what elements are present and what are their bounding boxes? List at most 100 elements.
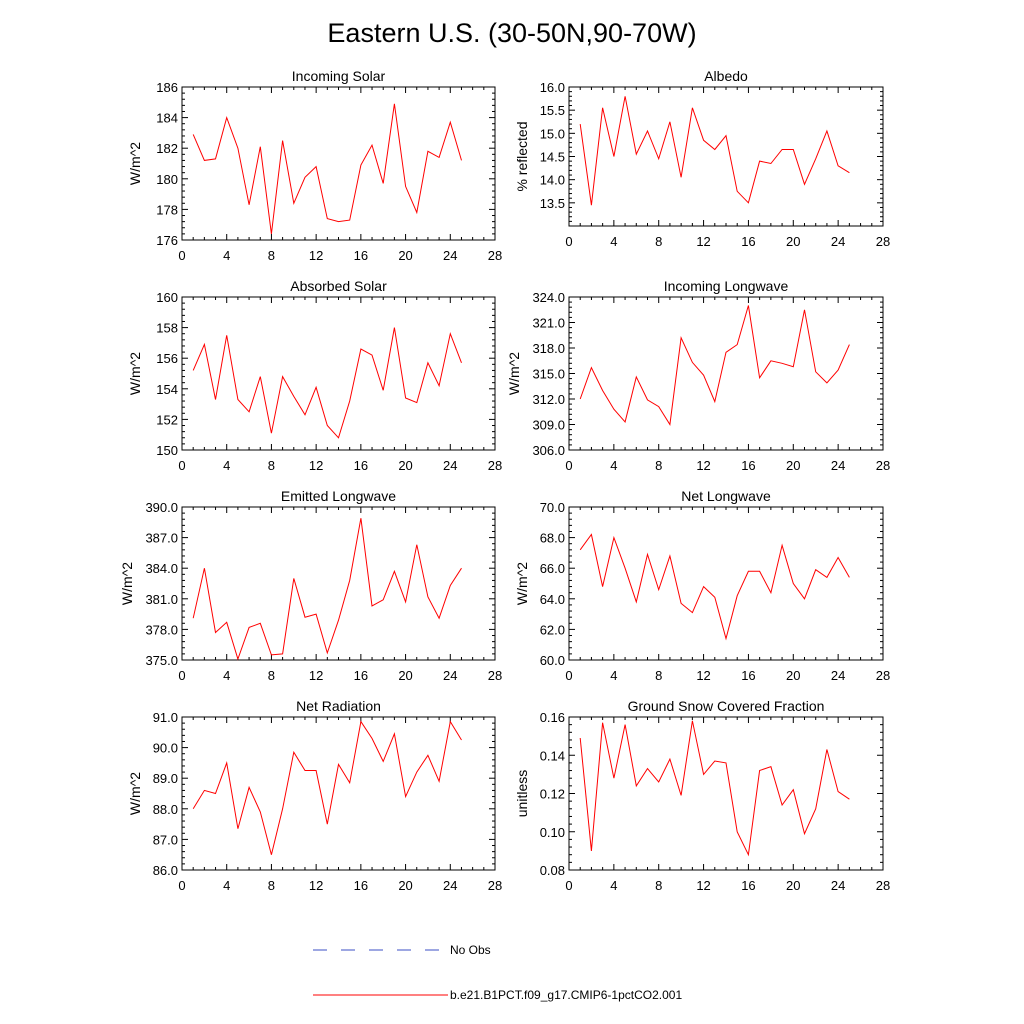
- x-tick-label: 28: [488, 248, 502, 263]
- x-tick-label: 16: [741, 234, 755, 249]
- y-tick-label: 156: [156, 351, 178, 366]
- y-tick-label: 160: [156, 290, 178, 305]
- x-tick-label: 28: [488, 668, 502, 683]
- panel: 0 4 8 12 16 20 24 28 60.0 62.0 64.0 66.0 68.0 70.0 Net…: [514, 488, 890, 683]
- series-line: [579, 533, 850, 641]
- y-tick-label: 88.0: [153, 802, 178, 817]
- y-tick-label: 384.0: [145, 561, 178, 576]
- y-tick-label: 309.0: [532, 418, 565, 433]
- plot-frame: [568, 296, 884, 451]
- x-tick-label: 20: [786, 878, 800, 893]
- y-tick-label: 154: [156, 382, 178, 397]
- x-tick-label: 24: [443, 458, 457, 473]
- y-tick-label: 378.0: [145, 622, 178, 637]
- x-tick-label: 4: [223, 878, 230, 893]
- y-tick-label: 184: [156, 111, 178, 126]
- y-tick-label: 176: [156, 233, 178, 248]
- x-tick-label: 20: [398, 458, 412, 473]
- y-axis-label: W/m^2: [127, 772, 143, 815]
- y-axis-label: % reflected: [514, 121, 530, 191]
- panel: 0 4 8 12 16 20 24 28 176 178 180 182 184 186 Incoming …: [127, 68, 502, 263]
- y-tick-label: 182: [156, 141, 178, 156]
- y-tick-label: 14.0: [540, 173, 565, 188]
- y-tick-label: 15.0: [540, 126, 565, 141]
- x-tick-label: 28: [488, 878, 502, 893]
- x-tick-label: 12: [309, 248, 323, 263]
- x-tick-label: 0: [178, 248, 185, 263]
- x-tick-label: 8: [655, 878, 662, 893]
- x-tick-label: 16: [741, 668, 755, 683]
- series-line: [192, 518, 462, 661]
- plot-frame: [181, 86, 496, 241]
- x-tick-label: 4: [610, 458, 617, 473]
- y-tick-label: 158: [156, 321, 178, 336]
- x-tick-label: 24: [443, 878, 457, 893]
- x-tick-label: 0: [565, 668, 572, 683]
- panel: 0 4 8 12 16 20 24 28 86.0 87.0 88.0 89.0 90.0 91.0 Net…: [127, 698, 502, 893]
- y-tick-label: 60.0: [540, 653, 565, 668]
- panel-title: Albedo: [704, 68, 748, 84]
- x-tick-label: 0: [178, 668, 185, 683]
- y-tick-label: 152: [156, 412, 178, 427]
- x-tick-label: 16: [741, 878, 755, 893]
- y-tick-label: 381.0: [145, 592, 178, 607]
- y-tick-label: 87.0: [153, 832, 178, 847]
- legend-model-label: b.e21.B1PCT.f09_g17.CMIP6-1pctCO2.001: [450, 988, 682, 1002]
- x-tick-label: 0: [565, 234, 572, 249]
- x-tick-label: 8: [655, 668, 662, 683]
- panels: 0 4 8 12 16 20 24 28 176 178 180 182 184 186 Incoming …: [119, 68, 890, 893]
- y-axis-label: W/m^2: [514, 562, 530, 605]
- figure-title: Eastern U.S. (30-50N,90-70W): [327, 18, 696, 48]
- panel-title: Absorbed Solar: [290, 278, 387, 294]
- series-line: [192, 327, 462, 439]
- x-tick-label: 16: [354, 668, 368, 683]
- y-tick-label: 180: [156, 172, 178, 187]
- plot-frame: [181, 296, 496, 451]
- y-tick-label: 178: [156, 202, 178, 217]
- panel-title: Incoming Longwave: [664, 278, 789, 294]
- x-tick-label: 20: [786, 458, 800, 473]
- plot-frame: [568, 716, 884, 871]
- x-tick-label: 4: [223, 248, 230, 263]
- x-tick-label: 24: [831, 668, 845, 683]
- x-tick-label: 28: [876, 668, 890, 683]
- x-tick-label: 16: [354, 458, 368, 473]
- y-tick-label: 15.5: [540, 103, 565, 118]
- x-tick-label: 12: [309, 668, 323, 683]
- x-tick-label: 20: [398, 248, 412, 263]
- y-axis-label: unitless: [514, 770, 530, 817]
- y-axis-label: W/m^2: [127, 142, 143, 185]
- y-tick-label: 68.0: [540, 531, 565, 546]
- y-tick-label: 86.0: [153, 863, 178, 878]
- y-tick-label: 150: [156, 443, 178, 458]
- x-tick-label: 12: [696, 458, 710, 473]
- legend-no-obs-label: No Obs: [450, 943, 491, 957]
- y-tick-label: 70.0: [540, 500, 565, 515]
- x-tick-label: 24: [831, 878, 845, 893]
- y-tick-label: 318.0: [532, 341, 565, 356]
- x-tick-label: 28: [876, 234, 890, 249]
- x-tick-label: 12: [696, 668, 710, 683]
- x-tick-label: 24: [443, 248, 457, 263]
- x-tick-label: 20: [398, 878, 412, 893]
- x-tick-label: 20: [786, 668, 800, 683]
- x-tick-label: 0: [565, 878, 572, 893]
- x-tick-label: 8: [268, 248, 275, 263]
- x-tick-label: 0: [565, 458, 572, 473]
- y-tick-label: 14.5: [540, 150, 565, 165]
- x-tick-label: 4: [223, 458, 230, 473]
- x-tick-label: 4: [223, 668, 230, 683]
- y-tick-label: 0.08: [540, 863, 565, 878]
- y-tick-label: 62.0: [540, 622, 565, 637]
- x-tick-label: 0: [178, 458, 185, 473]
- panel-title: Net Longwave: [681, 488, 771, 504]
- y-tick-label: 64.0: [540, 592, 565, 607]
- x-tick-label: 28: [876, 458, 890, 473]
- panel-title: Emitted Longwave: [281, 488, 396, 504]
- y-tick-label: 186: [156, 80, 178, 95]
- x-tick-label: 4: [610, 878, 617, 893]
- x-tick-label: 16: [354, 248, 368, 263]
- x-tick-label: 20: [786, 234, 800, 249]
- y-tick-label: 321.0: [532, 316, 565, 331]
